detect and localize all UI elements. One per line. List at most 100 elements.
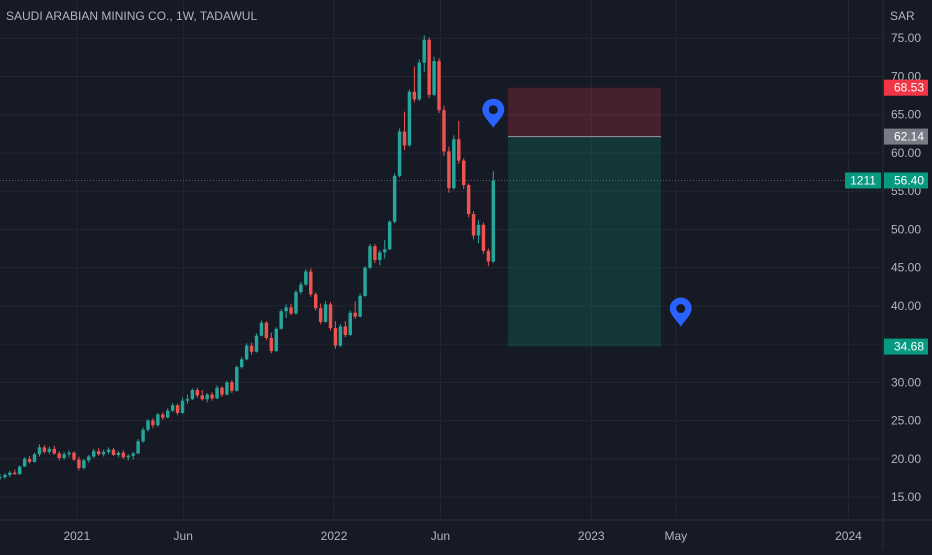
stop-price-label-bg xyxy=(884,79,928,96)
target-price-label: 34.68 xyxy=(894,340,924,354)
candle-body xyxy=(442,110,446,152)
price-tick-label: 75.00 xyxy=(891,31,921,45)
last-price-label: 56.40 xyxy=(894,173,924,187)
candle-body xyxy=(106,449,111,452)
stop-loss-zone xyxy=(508,87,662,137)
time-tick-label: 2024 xyxy=(835,529,862,543)
candle-body xyxy=(91,451,96,457)
candle-body xyxy=(284,307,288,312)
candle-body xyxy=(13,472,17,475)
candle-body xyxy=(289,307,293,314)
time-tick-label: 2021 xyxy=(63,529,90,543)
map-pin-hole xyxy=(676,304,686,314)
candle-body xyxy=(205,394,209,400)
candle-body xyxy=(432,61,436,95)
symbol-title[interactable]: SAUDI ARABIAN MINING CO., 1W, TADAWUL xyxy=(6,9,257,23)
candle-body xyxy=(368,246,372,268)
candle-body xyxy=(309,271,313,295)
candle-body xyxy=(313,294,318,309)
time-tick-label: 2022 xyxy=(321,529,348,543)
candle-body xyxy=(447,151,451,189)
candle-body xyxy=(422,39,426,63)
candle-body xyxy=(363,267,367,296)
candle-body xyxy=(111,449,116,455)
candle-body xyxy=(72,452,76,460)
candle-body xyxy=(259,322,264,336)
candle-body xyxy=(407,91,412,146)
candle-body xyxy=(397,131,402,176)
candle-body xyxy=(392,175,397,222)
price-tick-label: 25.00 xyxy=(891,414,921,428)
target-marker[interactable] xyxy=(669,297,692,327)
candle-body xyxy=(161,414,165,418)
time-axis[interactable]: 2021 Jun 2022 Jun 2023 May 2024 xyxy=(63,529,862,543)
candle-body xyxy=(200,395,204,400)
price-tick-label: 20.00 xyxy=(891,452,921,466)
price-tick-label: 45.00 xyxy=(891,261,921,275)
candle-body xyxy=(77,459,81,468)
position-tool[interactable] xyxy=(508,87,662,347)
candle-body xyxy=(47,448,52,452)
candle-body xyxy=(37,447,42,455)
candle-body xyxy=(151,420,155,426)
candle-body xyxy=(116,452,121,455)
candle-body xyxy=(437,61,441,111)
candle-body xyxy=(343,326,348,335)
map-pin-hole xyxy=(488,105,498,115)
candle-body xyxy=(323,304,328,322)
target-price-label-bg xyxy=(884,338,928,355)
candle-body xyxy=(42,447,47,452)
markers[interactable] xyxy=(482,98,692,327)
candle-body xyxy=(230,382,234,391)
price-axis[interactable]: 15.0020.0025.0030.0035.0040.0045.0050.00… xyxy=(891,31,921,504)
candle-body xyxy=(486,250,491,262)
candle-body xyxy=(136,441,140,454)
candle-body xyxy=(279,311,283,329)
candle-body xyxy=(121,452,126,458)
candle-body xyxy=(461,160,466,186)
candle-body xyxy=(3,474,7,478)
candle-body xyxy=(131,453,135,456)
candle-body xyxy=(195,390,200,396)
candle-body xyxy=(126,455,130,458)
price-tick-label: 30.00 xyxy=(891,375,921,389)
candle-body xyxy=(457,139,461,161)
candle-body xyxy=(87,456,91,461)
candle-body xyxy=(156,414,160,426)
time-tick-label: Jun xyxy=(174,529,193,543)
candle-body xyxy=(299,284,303,293)
candle-body xyxy=(417,62,422,100)
candle-body xyxy=(353,312,357,317)
candle-body xyxy=(225,382,229,395)
currency-label: SAR xyxy=(890,9,915,23)
candle-body xyxy=(165,410,170,418)
price-tick-label: 65.00 xyxy=(891,108,921,122)
candles xyxy=(0,35,496,481)
candle-body xyxy=(175,405,180,413)
candle-body xyxy=(52,448,56,454)
candle-body xyxy=(427,39,431,95)
candle-body xyxy=(141,429,145,442)
price-tick-label: 50.00 xyxy=(891,222,921,236)
candle-body xyxy=(190,390,195,400)
candle-body xyxy=(101,451,106,455)
candle-body xyxy=(96,451,101,455)
candle-body xyxy=(62,454,66,459)
candle-body xyxy=(235,367,239,391)
candle-body xyxy=(82,460,86,468)
candle-body xyxy=(244,345,249,360)
candle-body xyxy=(412,91,417,100)
candle-body xyxy=(67,452,71,455)
candle-body xyxy=(269,338,274,351)
entry-marker[interactable] xyxy=(482,98,505,128)
candle-body xyxy=(304,271,308,285)
stop-price-label: 68.53 xyxy=(894,81,924,95)
candle-body xyxy=(274,328,278,351)
candle-body xyxy=(170,405,175,411)
candle-body xyxy=(32,454,37,462)
candle-body xyxy=(387,221,392,250)
candle-body xyxy=(264,322,269,338)
candle-body xyxy=(348,312,352,335)
